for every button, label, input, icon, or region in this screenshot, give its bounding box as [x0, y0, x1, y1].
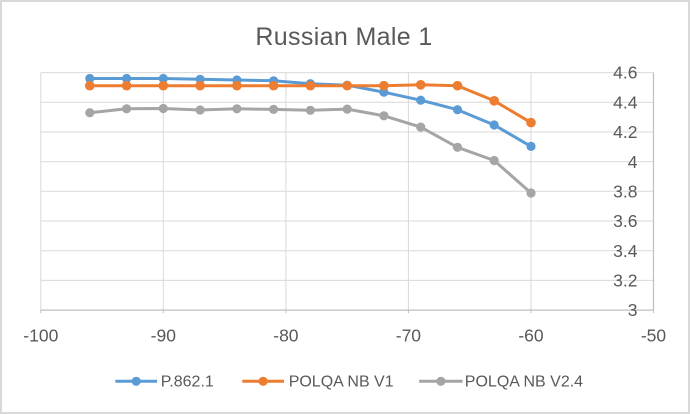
svg-text:P.862.1: P.862.1: [161, 374, 214, 391]
svg-text:-70: -70: [396, 326, 422, 346]
svg-text:3.6: 3.6: [613, 211, 637, 231]
svg-text:4: 4: [628, 152, 638, 172]
svg-text:POLQA NB V2.4: POLQA NB V2.4: [465, 374, 583, 391]
svg-text:Russian Male 1: Russian Male 1: [255, 23, 432, 51]
svg-text:3.4: 3.4: [613, 241, 638, 261]
svg-text:4.6: 4.6: [613, 63, 637, 83]
svg-text:-80: -80: [273, 326, 299, 346]
svg-text:-90: -90: [151, 326, 177, 346]
svg-text:3.8: 3.8: [613, 181, 637, 201]
svg-text:-100: -100: [23, 326, 58, 346]
svg-text:4.2: 4.2: [613, 122, 637, 142]
svg-text:POLQA NB V1: POLQA NB V1: [289, 374, 394, 391]
svg-text:3.2: 3.2: [613, 271, 637, 291]
svg-text:4.4: 4.4: [613, 92, 638, 112]
svg-text:-50: -50: [641, 326, 667, 346]
svg-text:3: 3: [628, 300, 638, 320]
svg-text:-60: -60: [518, 326, 544, 346]
